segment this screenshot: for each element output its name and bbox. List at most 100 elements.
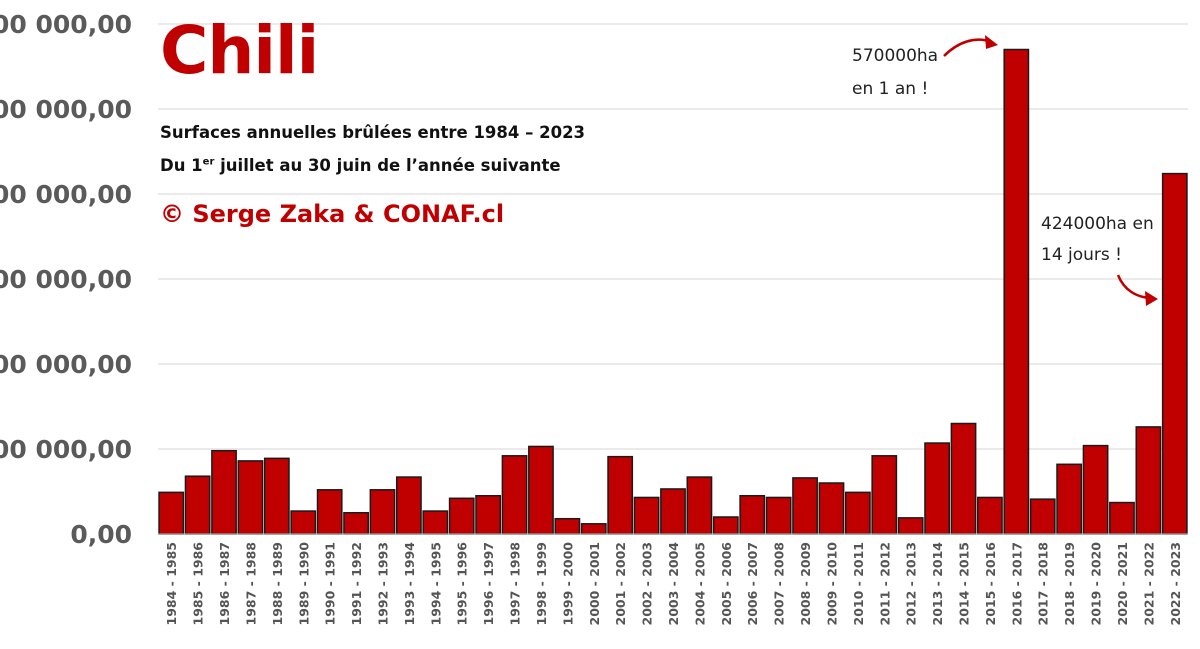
bar-1990-1991 (316, 489, 343, 535)
x-tick-label: 1989 - 1990 (296, 542, 311, 626)
x-tick-label: 1998 - 1999 (534, 542, 549, 625)
x-tick-label: 2012 - 2013 (904, 542, 919, 625)
bar-1999-2000 (554, 517, 581, 535)
x-tick-label: 2017 - 2018 (1036, 542, 1051, 625)
x-tick-label: 2014 - 2015 (957, 542, 972, 625)
y-tick-label: 200 000,00 (0, 350, 132, 379)
bar-2018-2019 (1056, 463, 1083, 535)
x-tick-label: 2022 - 2023 (1168, 542, 1183, 625)
bar-2013-2014 (924, 442, 951, 535)
y-tick-label: 600 000,00 (0, 10, 132, 39)
chart-subtitle-line1: Surfaces annuelles brûlées entre 1984 – … (160, 123, 586, 142)
subtitle-line2-pre: Du 1 (160, 156, 203, 175)
y-tick-label: 400 000,00 (0, 180, 132, 209)
x-tick-label: 2018 - 2019 (1062, 542, 1077, 625)
x-tick-label: 1984 - 1985 (164, 542, 179, 625)
y-tick-label: 100 000,00 (0, 435, 132, 464)
bar-2020-2021 (1109, 501, 1135, 535)
x-tick-label: 2006 - 2007 (745, 542, 760, 625)
bar-2004-2005 (686, 476, 713, 535)
x-axis-ticks: 1984 - 1985 1985 - 1986 1986 - 1987 1987 - … (164, 542, 1183, 626)
annotation-2-line1: 424000ha en (1041, 214, 1154, 234)
annotation-2-arrowhead (1145, 291, 1158, 306)
annotation-1-arrow (943, 38, 993, 57)
x-tick-label: 1987 - 1988 (243, 542, 258, 625)
annotation-2-arrow (1116, 274, 1151, 300)
x-tick-label: 2008 - 2009 (798, 542, 813, 625)
x-tick-label: 2007 - 2008 (772, 542, 787, 625)
x-tick-label: 2016 - 2017 (1009, 542, 1024, 625)
x-tick-label: 2019 - 2020 (1089, 542, 1104, 626)
bar-2003-2004 (660, 488, 686, 535)
bar-2002-2003 (633, 496, 660, 535)
bar-1992-1993 (369, 489, 396, 535)
x-tick-label: 2000 - 2001 (587, 542, 602, 625)
bar-1989-1990 (290, 510, 317, 535)
bar-2011-2012 (871, 455, 898, 535)
bar-2007-2008 (765, 496, 792, 535)
bar-2012-2013 (897, 517, 924, 535)
x-tick-label: 2020 - 2021 (1115, 542, 1130, 625)
y-tick-label: 0,00 (70, 520, 132, 549)
x-tick-label: 2015 - 2016 (983, 542, 998, 626)
x-tick-label: 1986 - 1987 (217, 542, 232, 625)
bar-1994-1995 (422, 510, 449, 535)
x-tick-label: 1995 - 1996 (455, 542, 470, 626)
annotation-1-line1: 570000ha (852, 46, 938, 66)
annotation-1-arrowhead (985, 35, 998, 49)
annotation-2-line2: 14 jours ! (1041, 245, 1122, 265)
x-tick-label: 1992 - 1993 (375, 542, 390, 625)
bar-2006-2007 (739, 495, 766, 535)
bar-2005-2006 (712, 516, 739, 535)
bar-1995-1996 (448, 497, 475, 535)
x-tick-label: 2011 - 2012 (877, 542, 892, 625)
bar-1987-1988 (237, 460, 264, 535)
x-tick-label: 1993 - 1994 (402, 542, 417, 626)
bar-2021-2022 (1135, 426, 1162, 535)
x-tick-label: 1991 - 1992 (349, 542, 364, 625)
chart-title: Chili (160, 12, 319, 89)
subtitle-line2-sup: er (202, 156, 215, 168)
bar-2022-2023 (1161, 172, 1188, 535)
bar-2014-2015 (950, 422, 977, 535)
chart-subtitle-line2: Du 1er juillet au 30 juin de l’année sui… (160, 156, 561, 175)
bar-2019-2020 (1082, 444, 1109, 535)
bar-1986-1987 (211, 449, 237, 535)
x-tick-label: 1994 - 1995 (428, 542, 443, 625)
bar-1988-1989 (263, 457, 290, 535)
bar-1985-1986 (184, 475, 211, 535)
x-tick-label: 2005 - 2006 (719, 542, 734, 626)
y-tick-label: 500 000,00 (0, 95, 132, 124)
x-tick-label: 1990 - 1991 (323, 542, 338, 625)
bar-1984-1985 (158, 491, 185, 535)
bars (158, 48, 1188, 535)
x-tick-label: 1999 - 2000 (560, 542, 575, 626)
x-tick-label: 1996 - 1997 (481, 542, 496, 625)
x-tick-label: 2010 - 2011 (851, 542, 866, 625)
x-tick-label: 2013 - 2014 (930, 542, 945, 626)
bar-2016-2017 (1003, 48, 1030, 535)
x-tick-label: 2002 - 2003 (640, 542, 655, 625)
y-tick-label: 300 000,00 (0, 265, 132, 294)
x-tick-label: 1988 - 1989 (270, 542, 285, 625)
bar-2000-2001 (580, 523, 607, 535)
bar-2001-2002 (607, 455, 634, 535)
x-tick-label: 2001 - 2002 (613, 542, 628, 625)
credit-line: © Serge Zaka & CONAF.cl (160, 200, 505, 228)
bar-1993-1994 (395, 476, 422, 535)
bar-1991-1992 (343, 512, 369, 535)
x-tick-label: 2021 - 2022 (1141, 542, 1156, 625)
x-tick-label: 2004 - 2005 (692, 542, 707, 625)
x-tick-label: 2003 - 2004 (666, 542, 681, 626)
bar-1998-1999 (528, 445, 554, 535)
bar-1997-1998 (501, 455, 528, 535)
bar-2015-2016 (977, 496, 1003, 535)
x-tick-label: 2009 - 2010 (824, 542, 839, 626)
x-tick-label: 1985 - 1986 (191, 542, 206, 626)
bar-2008-2009 (792, 477, 818, 535)
subtitle-line2-post: juillet au 30 juin de l’année suivante (214, 156, 561, 175)
x-tick-label: 1997 - 1998 (508, 542, 523, 625)
bar-2009-2010 (818, 482, 845, 535)
bar-2017-2018 (1029, 498, 1056, 535)
